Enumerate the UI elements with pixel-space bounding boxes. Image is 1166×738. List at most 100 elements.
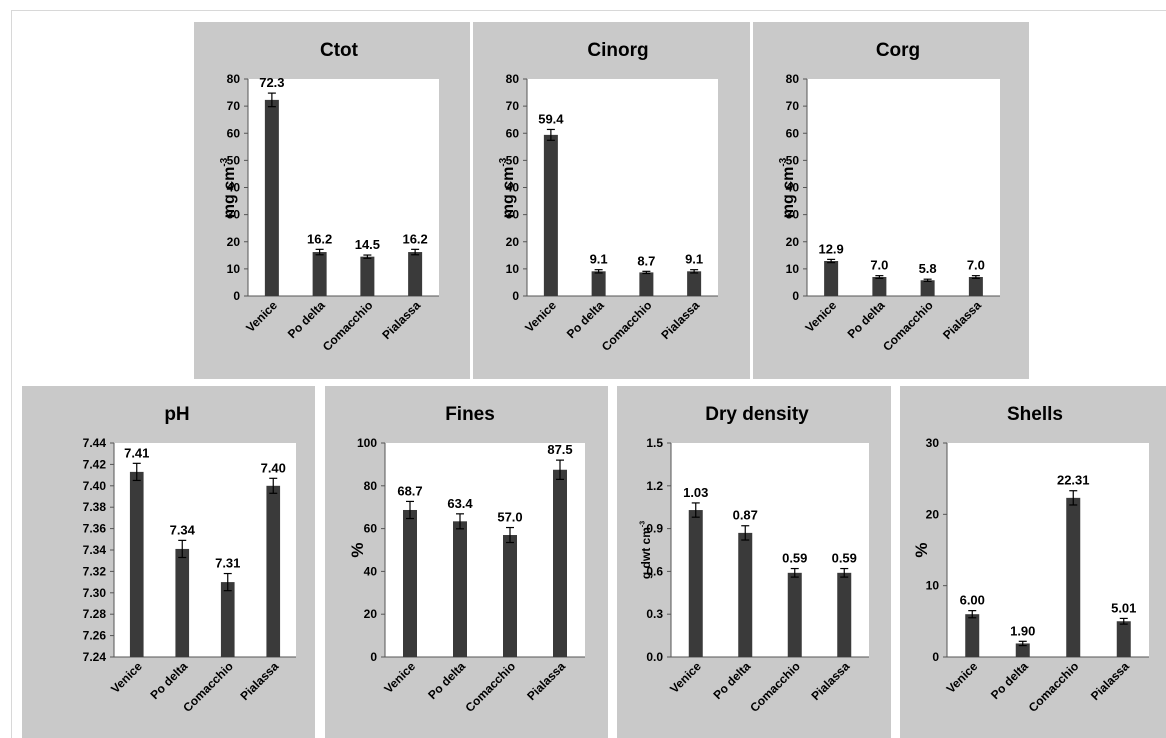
category-label: Po delta <box>710 659 753 702</box>
plot-area <box>248 79 439 296</box>
category-label: Pialassa <box>940 298 984 342</box>
bar <box>738 532 753 657</box>
chart-title: Fines <box>445 404 495 425</box>
bar <box>688 510 703 657</box>
data-label: 22.31 <box>1057 473 1090 488</box>
chart-cinorg: Cinorg 0 10 20 30 40 50 60 70 80 mg cm-3 59.4 Venice… <box>498 40 718 354</box>
data-label: 59.4 <box>538 111 564 126</box>
category-label: Po delta <box>845 298 888 341</box>
category-label: Comacchio <box>1026 659 1082 715</box>
bar <box>453 521 467 657</box>
y-tick-label: 50 <box>227 153 241 167</box>
y-tick-label: 1.2 <box>646 479 663 493</box>
data-label: 7.31 <box>215 556 240 571</box>
category-label: Comacchio <box>462 659 518 715</box>
y-tick-label: 0.9 <box>646 522 663 536</box>
bar <box>837 572 852 657</box>
category-label: Po delta <box>564 298 607 341</box>
y-tick-label: 20 <box>364 607 378 621</box>
chart-ctot: Ctot 0 10 20 30 40 50 60 70 80 mg cm-3 72.3 Venice 16… <box>219 40 439 354</box>
y-tick-label: 0.0 <box>646 650 663 664</box>
y-tick-label: 80 <box>364 479 378 493</box>
bar <box>360 256 375 296</box>
figure-frame-left <box>11 10 12 738</box>
y-tick-label: 0 <box>233 289 240 303</box>
chart-dry-density: Dry density 0.0 0.3 0.6 0.9 1.2 1.5 g dwt cm-3 1… <box>639 404 869 715</box>
chart-title: Corg <box>876 40 920 61</box>
category-label: Venice <box>667 659 704 696</box>
panel-cinorg: Cinorg 0 10 20 30 40 50 60 70 80 mg cm-3 59.4 Venice… <box>473 22 750 379</box>
y-tick-label: 30 <box>227 208 241 222</box>
y-tick-label: 30 <box>786 208 800 222</box>
y-tick-label: 0 <box>932 650 939 664</box>
y-tick-label: 7.42 <box>83 457 107 471</box>
bar <box>312 252 327 296</box>
y-tick-label: 7.44 <box>83 436 107 450</box>
category-label: Pialassa <box>658 298 702 342</box>
data-label: 14.5 <box>355 237 380 252</box>
y-tick-label: 80 <box>786 72 800 86</box>
plot-area <box>807 79 1000 296</box>
y-tick-label: 100 <box>357 436 377 450</box>
chart-ph: pH 7.24 7.26 7.28 7.30 7.32 7.34 7.36 7.38 7.40 7.… <box>83 404 296 715</box>
bar <box>787 572 802 657</box>
y-tick-label: 0 <box>792 289 799 303</box>
y-tick-label: 40 <box>227 181 241 195</box>
y-tick-label: 10 <box>926 579 940 593</box>
y-tick-label: 60 <box>364 522 378 536</box>
plot-area <box>114 443 296 657</box>
y-tick-label: 60 <box>227 126 241 140</box>
bar <box>968 277 983 296</box>
category-label: Venice <box>108 659 145 696</box>
y-tick-label: 7.24 <box>83 650 107 664</box>
data-label: 68.7 <box>397 483 422 498</box>
chart-corg: Corg 0 10 20 30 40 50 60 70 80 mg cm-3 12.9 Venice 7.… <box>778 40 1000 354</box>
data-label: 0.87 <box>733 508 758 523</box>
category-label: Comacchio <box>320 298 376 354</box>
y-tick-label: 30 <box>506 208 520 222</box>
y-tick-label: 20 <box>926 507 940 521</box>
y-tick-label: 60 <box>786 126 800 140</box>
y-tick-label: 80 <box>506 72 520 86</box>
data-label: 63.4 <box>447 496 473 511</box>
data-label: 1.03 <box>683 485 708 500</box>
category-label: Po delta <box>425 659 468 702</box>
y-tick-label: 7.38 <box>83 500 107 514</box>
category-label: Pialassa <box>1088 659 1132 703</box>
y-tick-label: 0.6 <box>646 564 663 578</box>
bar <box>129 471 144 657</box>
bar <box>1015 643 1030 657</box>
chart-title: pH <box>164 404 189 425</box>
category-label: Comacchio <box>880 298 936 354</box>
bar <box>872 277 887 296</box>
bar <box>591 271 606 296</box>
data-label: 7.0 <box>870 258 888 273</box>
data-label: 7.40 <box>261 460 286 475</box>
y-tick-label: 7.26 <box>83 629 107 643</box>
y-axis-label: mg cm-3 <box>778 157 797 218</box>
y-tick-label: 20 <box>506 235 520 249</box>
y-tick-label: 7.36 <box>83 522 107 536</box>
panel-ph: pH 7.24 7.26 7.28 7.30 7.32 7.34 7.36 7.38 7.40 7.… <box>22 386 315 738</box>
bar <box>1116 621 1131 657</box>
data-label: 7.0 <box>967 258 985 273</box>
y-tick-label: 30 <box>926 436 940 450</box>
category-label: Pialassa <box>524 659 568 703</box>
plot-area <box>947 443 1149 657</box>
category-label: Comacchio <box>599 298 655 354</box>
bar <box>408 252 423 296</box>
data-label: 7.34 <box>170 522 196 537</box>
y-tick-label: 0 <box>370 650 377 664</box>
y-tick-label: 7.28 <box>83 607 107 621</box>
category-label: Venice <box>522 298 559 335</box>
y-axis-label: mg cm-3 <box>498 157 517 218</box>
data-label: 8.7 <box>637 253 655 268</box>
chart-title: Ctot <box>320 40 359 61</box>
data-label: 57.0 <box>497 510 522 525</box>
bar <box>920 280 935 296</box>
y-tick-label: 70 <box>786 99 800 113</box>
data-label: 72.3 <box>259 75 284 90</box>
data-label: 5.01 <box>1111 600 1136 615</box>
data-label: 9.1 <box>685 252 703 267</box>
y-tick-label: 60 <box>506 126 520 140</box>
